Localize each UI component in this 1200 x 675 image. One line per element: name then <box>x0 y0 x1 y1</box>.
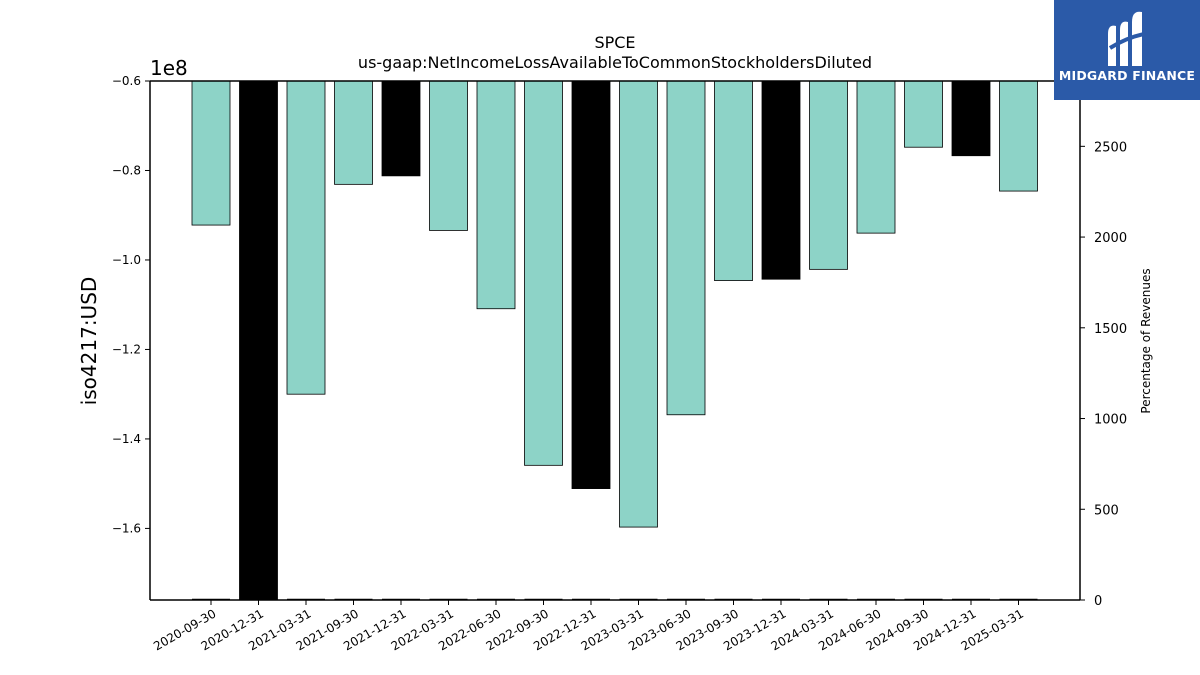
y2-tick-label: 2500 <box>1094 140 1127 155</box>
y2-tick-label: 2000 <box>1094 231 1127 246</box>
bar-2024-06-30 <box>856 80 896 234</box>
y-offset-label: 1e8 <box>150 56 188 80</box>
midgard-logo-icon <box>1108 11 1145 66</box>
bar-2022-06-30 <box>476 80 516 310</box>
bar-2024-12-31 <box>951 80 991 157</box>
bar-2022-09-30 <box>524 80 563 466</box>
bar-2020-09-30 <box>191 80 231 226</box>
y2-tick-label: 0 <box>1094 594 1102 609</box>
logo-text: MIDGARD FINANCE <box>1058 68 1196 83</box>
chart-title: SPCE <box>594 33 635 52</box>
bar-2022-12-31 <box>571 80 611 489</box>
y-tick-label: −1.4 <box>112 432 141 446</box>
chart-subtitle: us-gaap:NetIncomeLossAvailableToCommonSt… <box>358 53 872 72</box>
bar-2022-03-31 <box>429 80 468 231</box>
bar-2023-09-30 <box>714 80 753 281</box>
y-tick-label: −1.2 <box>112 342 141 356</box>
bar-2023-12-31 <box>761 80 801 280</box>
bar-2021-03-31 <box>286 80 326 395</box>
bar-2025-03-31 <box>999 80 1038 192</box>
bar-2023-03-31 <box>619 80 658 528</box>
bar-2020-12-31 <box>239 80 278 601</box>
y2-axis-label: Percentage of Revenues <box>1139 268 1153 413</box>
y-tick-label: −1.6 <box>112 521 141 535</box>
y-tick-label: −0.6 <box>112 74 141 88</box>
bar-2021-09-30 <box>334 80 373 185</box>
bar-2023-06-30 <box>666 80 706 416</box>
bar-2021-12-31 <box>381 80 421 177</box>
y-tick-label: −1.0 <box>112 253 141 267</box>
logo: MIDGARD FINANCE <box>1054 0 1200 100</box>
bar-2024-03-31 <box>809 80 848 270</box>
y2-tick-label: 1500 <box>1094 322 1127 337</box>
y-axis-label: iso4217:USD <box>77 277 101 406</box>
y2-tick-label: 500 <box>1094 503 1119 518</box>
y-tick-label: −0.8 <box>112 163 141 177</box>
bar-2024-09-30 <box>904 80 943 148</box>
y2-tick-label: 1000 <box>1094 413 1127 428</box>
